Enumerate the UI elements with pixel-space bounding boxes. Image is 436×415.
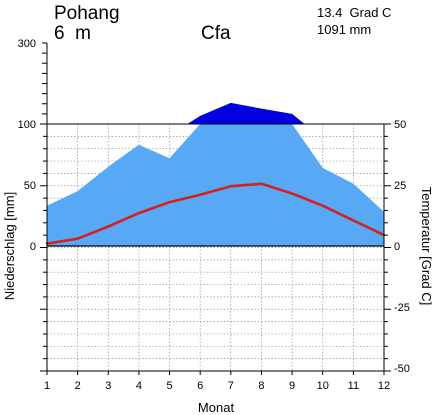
temperature-tick-label: 25 <box>394 180 406 192</box>
temperature-point <box>198 193 202 196</box>
temperature-point <box>76 237 79 240</box>
temperature-point <box>321 204 324 207</box>
x-tick-label: 7 <box>228 380 234 392</box>
climate-class: Cfa <box>201 23 231 44</box>
y-axis-right-label: Temperatur [Grad C] <box>419 187 434 306</box>
precipitation-tick-label: 0 <box>30 241 36 253</box>
temperature-tick-label: -25 <box>394 302 410 314</box>
x-tick-label: 5 <box>166 380 172 392</box>
temperature-line <box>46 182 385 245</box>
x-tick-label: 4 <box>136 380 142 392</box>
x-tick-label: 10 <box>317 380 329 392</box>
perhumid-precipitation-area <box>187 102 305 124</box>
precipitation-tick-label: 50 <box>24 180 36 192</box>
temperature-tick-label: -50 <box>394 363 410 375</box>
axes <box>40 42 391 375</box>
y-axis-left-label: Niederschlag [mm] <box>2 192 17 300</box>
precipitation-tick-label: 300 <box>18 38 36 50</box>
humid-precipitation-area <box>47 124 384 246</box>
x-tick-label: 12 <box>378 380 390 392</box>
temperature-point <box>260 182 263 185</box>
temperature-point <box>168 200 171 204</box>
temperature-point <box>107 225 110 228</box>
temperature-point <box>290 192 294 195</box>
x-tick-label: 6 <box>197 380 203 392</box>
temperature-point <box>229 185 233 188</box>
temperature-point <box>352 219 355 222</box>
x-tick-label: 9 <box>289 380 295 392</box>
x-tick-label: 8 <box>258 380 264 392</box>
precipitation-tick-label: 100 <box>18 119 36 131</box>
annual-precipitation: 1091 mm <box>317 22 371 37</box>
annual-mean-temperature: 13.4 Grad C <box>317 5 391 20</box>
station-elevation: 6 m <box>54 23 91 44</box>
temperature-point <box>137 211 141 215</box>
temperature-tick-label: 0 <box>394 241 400 253</box>
x-tick-label: 11 <box>348 380 359 392</box>
temperature-series <box>45 182 386 245</box>
x-tick-label: 1 <box>44 380 50 392</box>
temperature-tick-label: 50 <box>394 119 406 131</box>
x-tick-label: 2 <box>75 380 81 392</box>
station-name: Pohang <box>54 3 120 24</box>
x-axis-label: Monat <box>198 400 235 415</box>
x-tick-label: 3 <box>105 380 111 392</box>
